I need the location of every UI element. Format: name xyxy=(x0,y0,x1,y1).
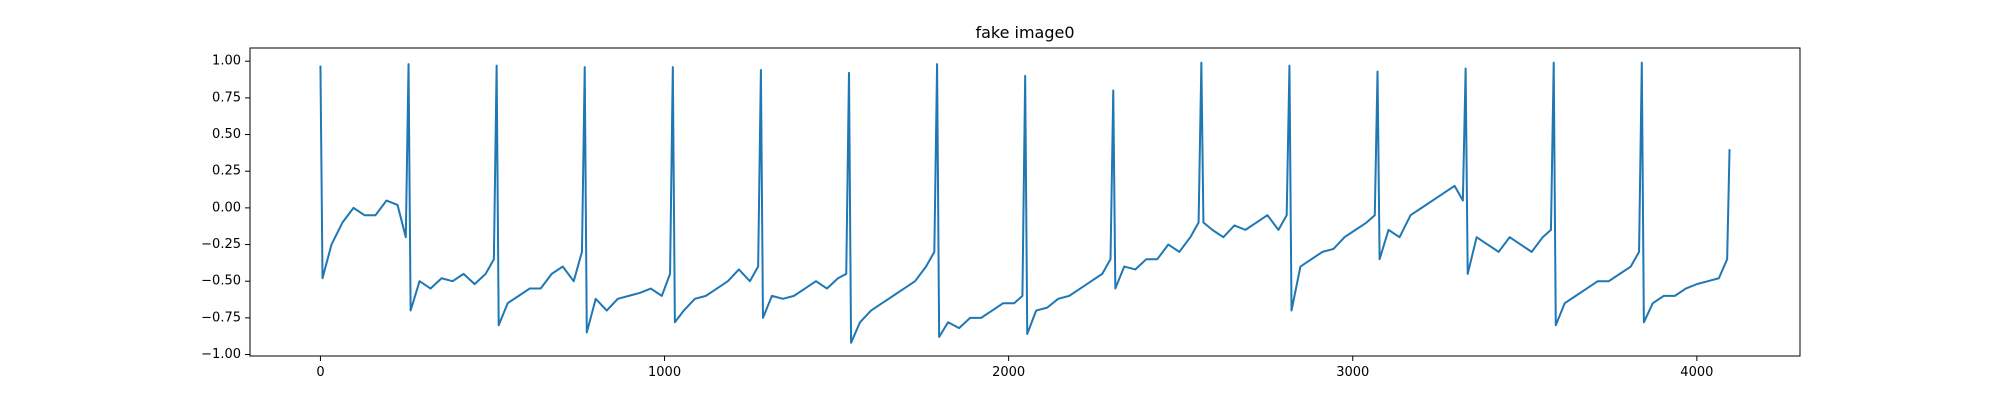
y-tick-label: 0.50 xyxy=(212,127,241,142)
x-tick-label: 3000 xyxy=(1336,365,1369,380)
chart-title: fake image0 xyxy=(975,23,1074,42)
y-tick-label: −0.25 xyxy=(201,237,241,252)
plot-frame xyxy=(249,47,1801,357)
x-tick-label: 0 xyxy=(316,365,324,380)
x-tick-label: 4000 xyxy=(1680,365,1713,380)
y-tick-label: −0.50 xyxy=(201,274,241,289)
y-tick-label: −0.75 xyxy=(201,310,241,325)
y-tick-label: 0.75 xyxy=(212,90,241,105)
y-tick-label: −1.00 xyxy=(201,347,241,362)
y-tick-label: 0.25 xyxy=(212,164,241,179)
y-tick-label: 0.00 xyxy=(212,200,241,215)
x-tick-label: 2000 xyxy=(992,365,1025,380)
data-line xyxy=(319,61,1731,344)
x-tick-label: 1000 xyxy=(648,365,681,380)
y-tick-label: 1.00 xyxy=(212,54,241,69)
